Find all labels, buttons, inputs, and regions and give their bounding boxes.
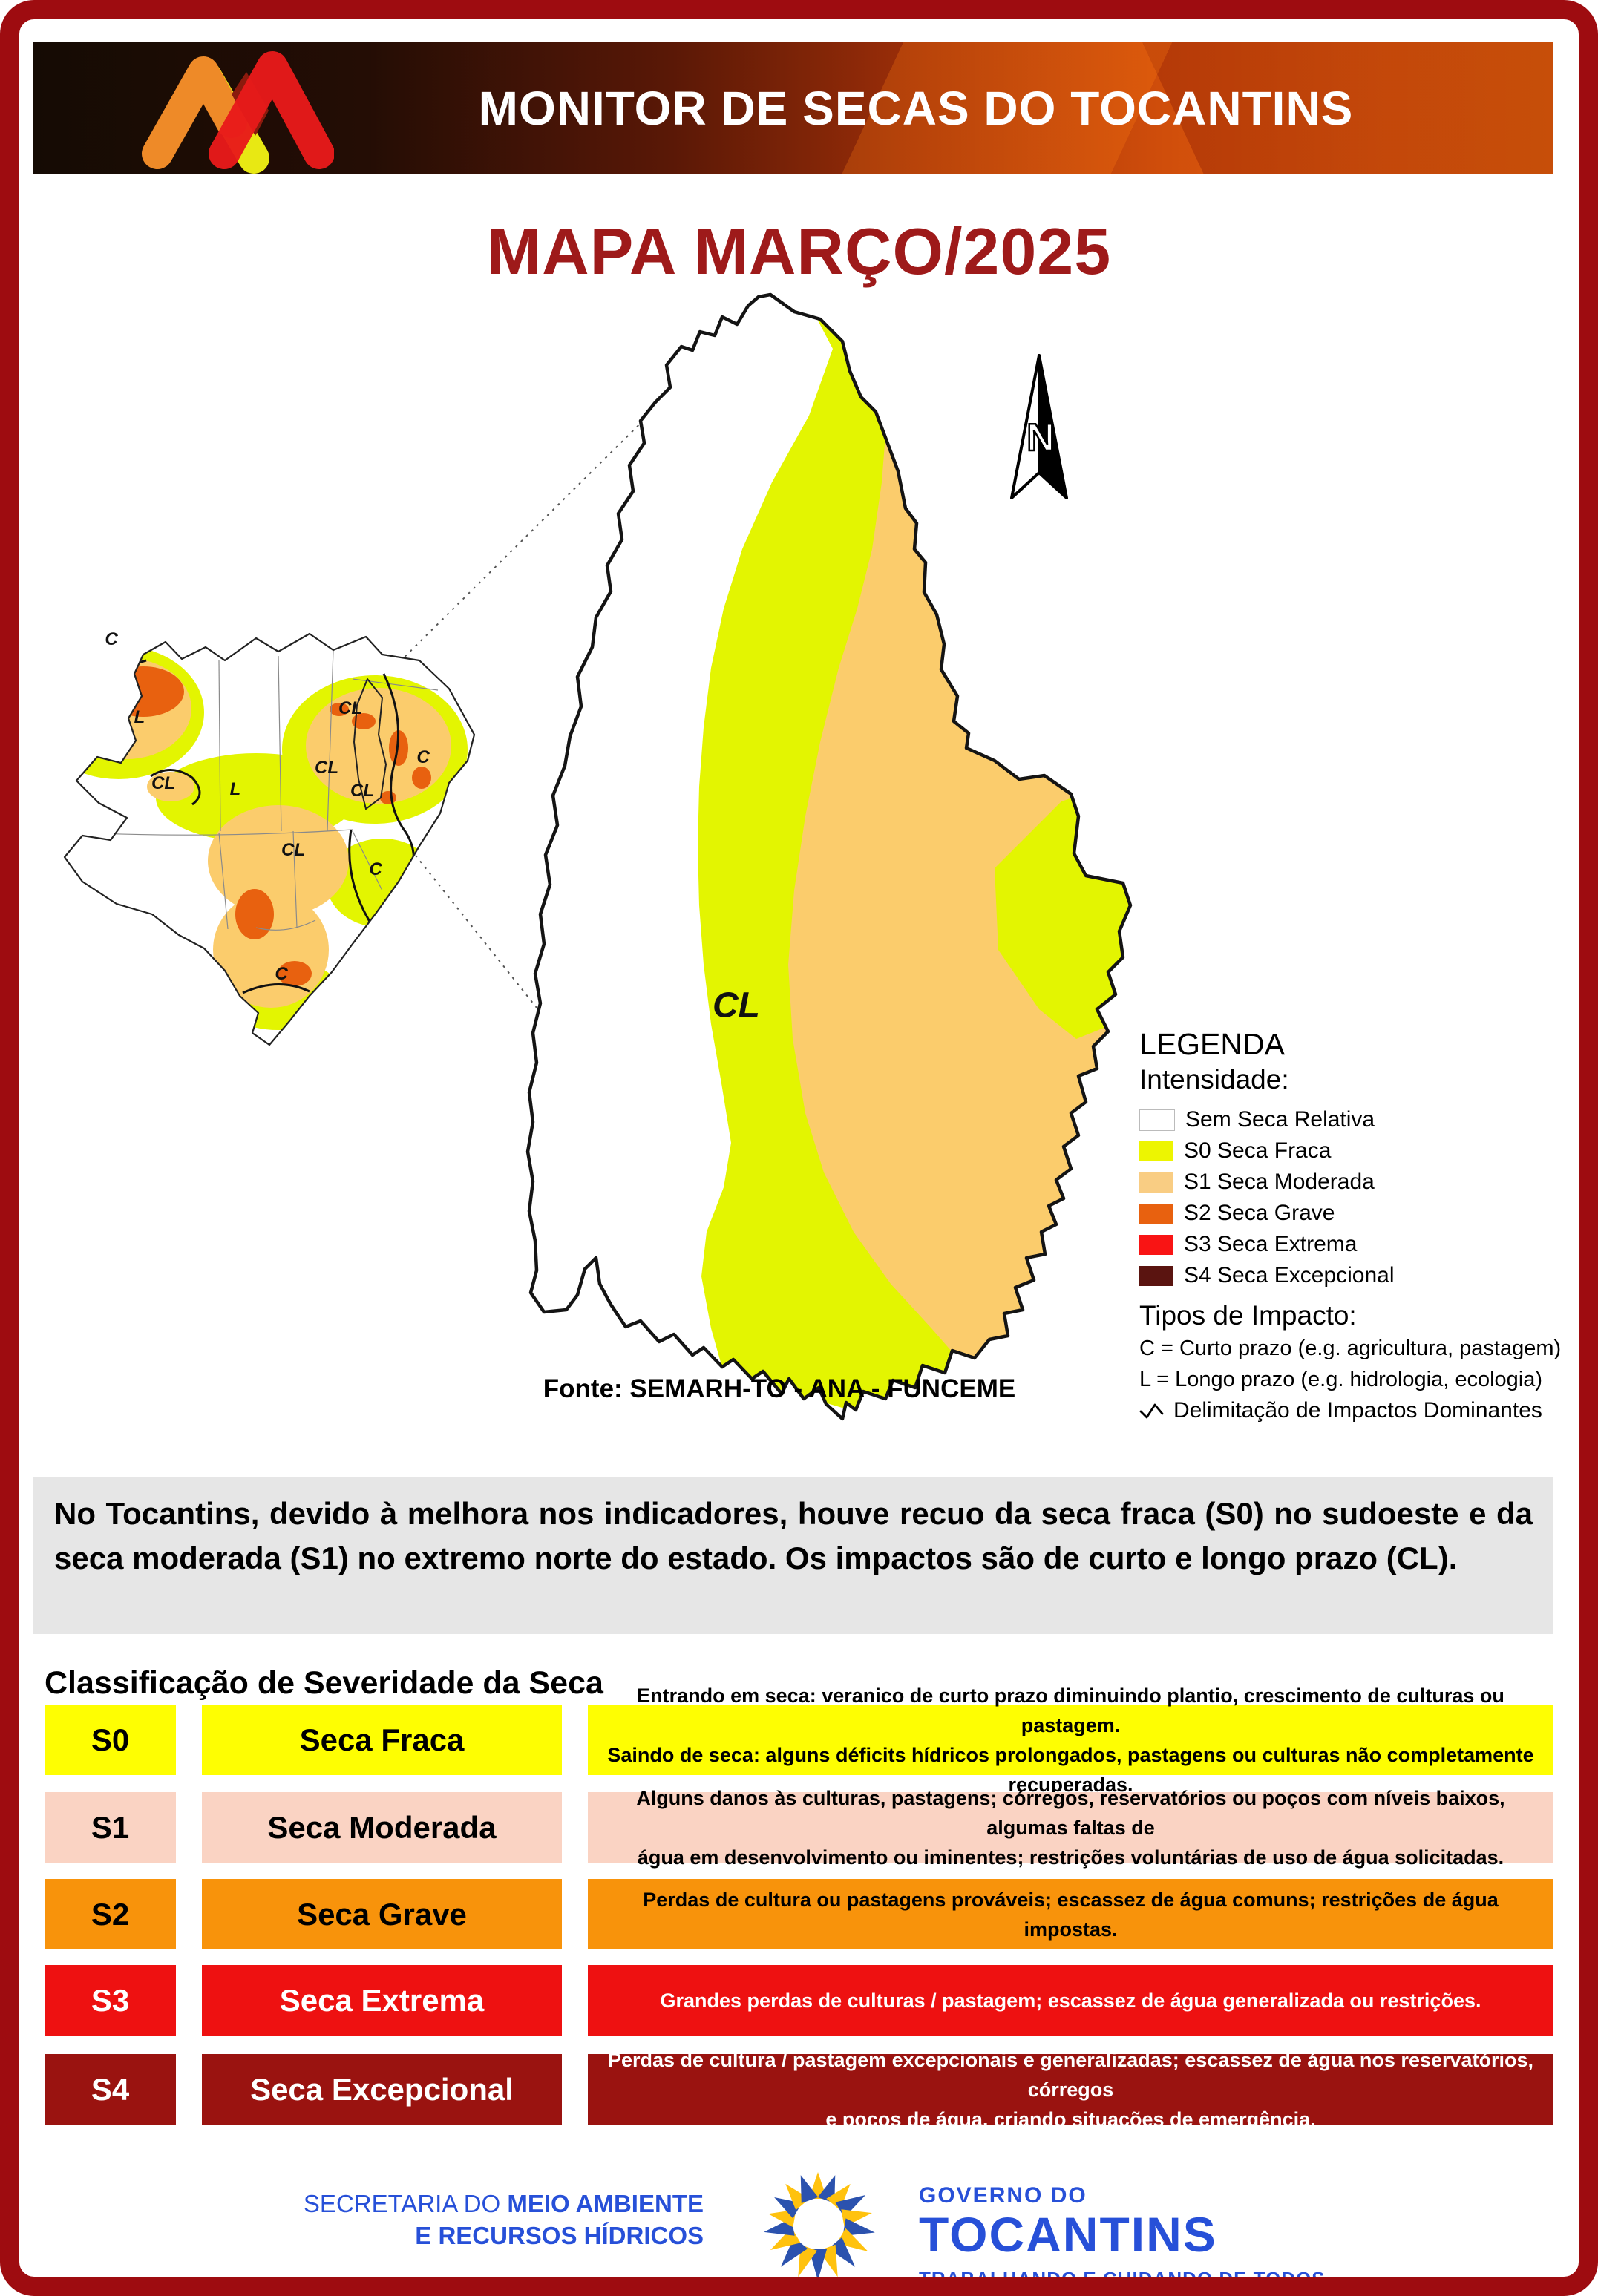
legend-item: Sem Seca Relativa (1139, 1104, 1574, 1135)
legend-title: LEGENDA (1139, 1027, 1285, 1061)
severity-name: Seca Moderada (202, 1792, 562, 1863)
secretariat-prefix: SECRETARIA DO (303, 2190, 508, 2217)
legend-swatch-sem-seca (1139, 1109, 1175, 1131)
svg-text:N: N (1026, 416, 1055, 459)
classification-heading: Classificação de Severidade da Seca (45, 1665, 603, 1701)
map-impact-labels: C L CL L CL CL CL C CL C C CL (30, 282, 1566, 1443)
legend-swatch-s0 (1139, 1141, 1173, 1161)
secretariat-line2: E RECURSOS HÍDRICOS (415, 2222, 704, 2249)
sunburst-rays (764, 2172, 875, 2277)
severity-code: S4 (45, 2054, 176, 2125)
table-row-s4: S4 Seca Excepcional Perdas de cultura / … (45, 2049, 1553, 2131)
legend-swatch-s1 (1139, 1172, 1173, 1193)
impact-label: L (229, 779, 241, 799)
impact-line-l: L = Longo prazo (e.g. hidrologia, ecolog… (1139, 1368, 1543, 1391)
severity-code: S0 (45, 1705, 176, 1775)
legend-swatch-s2 (1139, 1203, 1173, 1224)
impact-label: C (105, 629, 118, 649)
header-banner: MONITOR DE SECAS DO TOCANTINS (33, 42, 1553, 174)
delimitation-label: Delimitação de Impactos Dominantes (1173, 1398, 1542, 1423)
legend-item-label: S0 Seca Fraca (1184, 1138, 1332, 1163)
table-row-s3: S3 Seca Extrema Grandes perdas de cultur… (45, 1965, 1553, 2036)
severity-code: S1 (45, 1792, 176, 1863)
severity-name: Seca Extrema (202, 1965, 562, 2036)
impact-label: CL (315, 758, 338, 778)
legend-item-label: S1 Seca Moderada (1184, 1170, 1375, 1194)
map-stage: N LEGENDA Intensidade: Sem Seca Relativa… (30, 282, 1566, 1443)
legend-item-label: S2 Seca Grave (1184, 1201, 1335, 1225)
tocantins-sunburst-logo-icon (764, 2172, 875, 2277)
severity-code: S3 (45, 1965, 176, 2036)
impact-label: CL (350, 781, 374, 801)
impact-label: C (275, 964, 288, 984)
tagline-bold: TODOS (1253, 2268, 1326, 2290)
secretariat-wordmark: SECRETARIA DO MEIO AMBIENTE E RECURSOS H… (242, 2188, 704, 2251)
app-title: MONITOR DE SECAS DO TOCANTINS (478, 82, 1354, 135)
legend-item: S4 Seca Excepcional (1139, 1260, 1574, 1291)
severity-description: Perdas de cultura / pastagem excepcionai… (588, 2049, 1553, 2131)
legend-item-label: Sem Seca Relativa (1185, 1107, 1375, 1132)
impact-label: C (416, 747, 430, 767)
legend-item: S0 Seca Fraca (1139, 1135, 1574, 1167)
severity-description: Grandes perdas de culturas / pastagem; e… (588, 1965, 1553, 2036)
source-line: Fonte: SEMARH-TO - ANA - FUNCEME (543, 1374, 1016, 1403)
summary-box: No Tocantins, devido à melhora nos indic… (33, 1477, 1553, 1634)
tocantins-state-map (525, 292, 1133, 1421)
brazil-inset-map (63, 632, 476, 1046)
governo-do-label: GOVERNO DO (919, 2183, 1087, 2208)
legend: LEGENDA Intensidade: Sem Seca Relativa S… (1139, 1026, 1574, 1423)
impact-label: CL (151, 773, 175, 793)
north-arrow-icon: N (1010, 354, 1068, 499)
legend-items: Sem Seca Relativa S0 Seca Fraca S1 Seca … (1139, 1104, 1574, 1291)
tagline-prefix: TRABALHANDO E CUIDANDO DE (919, 2268, 1254, 2290)
impact-label: CL (338, 698, 362, 718)
severity-code: S2 (45, 1879, 176, 1949)
inset-connector-lines (378, 294, 854, 1407)
impact-label: C (369, 859, 382, 879)
tagline: TRABALHANDO E CUIDANDO DE TODOS (919, 2268, 1326, 2290)
delimitation-entry: Delimitação de Impactos Dominantes (1139, 1398, 1574, 1423)
monitor-de-secas-logo-icon (142, 51, 334, 174)
tocantins-label: TOCANTINS (919, 2207, 1217, 2262)
summary-text: No Tocantins, devido à melhora nos indic… (54, 1496, 1533, 1575)
severity-name: Seca Excepcional (202, 2054, 562, 2125)
government-wordmark: GOVERNO DO TOCANTINS TRABALHANDO E CUIDA… (919, 2183, 1326, 2290)
severity-name: Seca Grave (202, 1879, 562, 1949)
secretariat-bold: MEIO AMBIENTE (507, 2190, 704, 2217)
legend-item-label: S3 Seca Extrema (1184, 1232, 1358, 1256)
legend-item-label: S4 Seca Excepcional (1184, 1263, 1395, 1288)
impact-line-c: C = Curto prazo (e.g. agricultura, pasta… (1139, 1336, 1562, 1360)
legend-swatch-s3 (1139, 1234, 1173, 1255)
impact-label: L (134, 707, 145, 727)
severity-description: Entrando em seca: veranico de curto praz… (588, 1685, 1553, 1796)
severity-description: Perdas de cultura ou pastagens prováveis… (588, 1879, 1553, 1949)
map-title: MAPA MARÇO/2025 (486, 214, 1112, 288)
table-row-s0: S0 Seca Fraca Entrando em seca: veranico… (45, 1685, 1553, 1796)
wavy-line-icon (1139, 1403, 1164, 1419)
table-row-s1: S1 Seca Moderada Alguns danos às cultura… (45, 1787, 1553, 1869)
impact-label: CL (281, 840, 305, 860)
impact-types-title: Tipos de Impacto: (1139, 1300, 1357, 1331)
secretariat-line1: SECRETARIA DO MEIO AMBIENTE (242, 2188, 704, 2220)
impact-label: CL (713, 985, 760, 1026)
legend-subtitle: Intensidade: (1139, 1064, 1289, 1095)
severity-description: Alguns danos às culturas, pastagens; cór… (588, 1787, 1553, 1869)
legend-item: S3 Seca Extrema (1139, 1229, 1574, 1260)
legend-item: S1 Seca Moderada (1139, 1167, 1574, 1198)
legend-item: S2 Seca Grave (1139, 1198, 1574, 1229)
legend-swatch-s4 (1139, 1265, 1173, 1286)
severity-name: Seca Fraca (202, 1705, 562, 1775)
table-row-s2: S2 Seca Grave Perdas de cultura ou pasta… (45, 1879, 1553, 1949)
